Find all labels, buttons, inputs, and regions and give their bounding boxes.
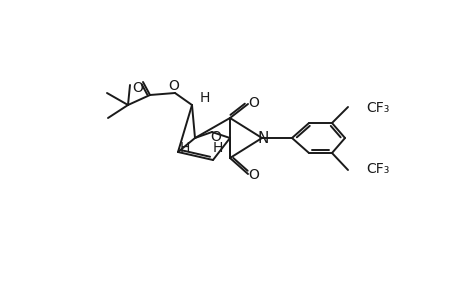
Text: O: O <box>210 130 221 144</box>
Text: H: H <box>199 91 210 105</box>
Text: N: N <box>257 130 268 146</box>
Text: CF₃: CF₃ <box>365 101 388 115</box>
Text: O: O <box>248 96 259 110</box>
Text: O: O <box>132 81 143 95</box>
Text: H: H <box>179 141 190 155</box>
Text: O: O <box>168 79 179 93</box>
Text: CF₃: CF₃ <box>365 162 388 176</box>
Text: O: O <box>248 168 259 182</box>
Text: H: H <box>213 141 223 155</box>
